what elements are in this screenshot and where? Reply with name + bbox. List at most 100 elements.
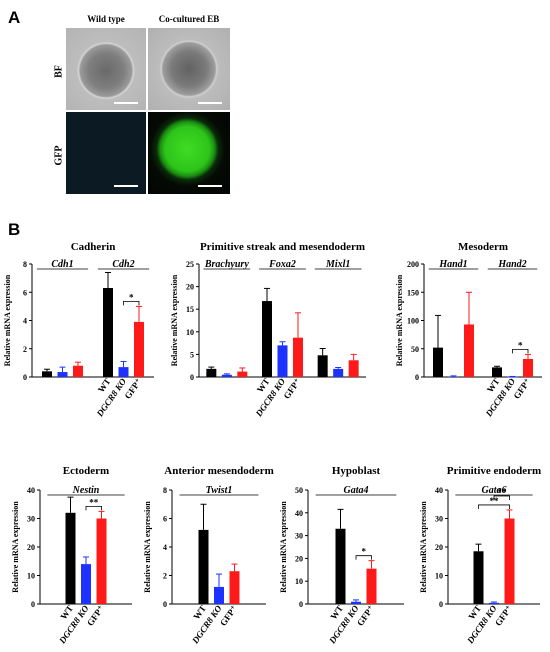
y-axis-label: Relative mRNA expression (143, 501, 152, 593)
significance-label: * (518, 340, 523, 350)
x-tick-label: GFP⁺ (511, 376, 532, 401)
chart-title: Mesoderm (458, 241, 508, 253)
bar (229, 571, 240, 604)
gene-label: Cdh1 (51, 259, 73, 270)
column-title-wild-type: Wild type (87, 14, 125, 24)
significance-bracket (478, 504, 510, 509)
bar (65, 512, 76, 604)
y-tick-label: 20 (435, 543, 443, 552)
chart-title: Anterior mesendoderm (164, 465, 273, 477)
y-tick-label: 200 (407, 260, 419, 269)
significance-bracket (493, 495, 510, 500)
y-tick-label: 0 (415, 373, 419, 382)
y-tick-label: 40 (27, 486, 35, 495)
y-tick-label: 10 (27, 572, 35, 581)
y-tick-label: 4 (23, 317, 27, 326)
bar (335, 528, 346, 604)
gfp-co-cultured-eb-image (148, 112, 230, 194)
bar (333, 368, 344, 377)
significance-label: * (129, 292, 134, 302)
scale-bar (114, 102, 138, 104)
bar (81, 564, 91, 604)
significance-label: ** (490, 496, 500, 506)
y-tick-label: 10 (295, 577, 303, 586)
scale-bar (114, 185, 138, 187)
x-tick-label: GFP⁺ (122, 376, 143, 401)
chart-title: Cadherin (71, 241, 116, 253)
bar (473, 551, 484, 604)
gene-label: Cdh2 (112, 259, 134, 270)
chart-title: Primitive endoderm (447, 465, 541, 477)
significance-label: * (362, 547, 367, 557)
y-axis-label: Relative mRNA expression (419, 501, 428, 593)
bar (489, 602, 499, 604)
bar (348, 360, 359, 377)
y-tick-label: 50 (411, 345, 419, 354)
gene-label: Gata6 (482, 485, 507, 496)
gene-label: Twist1 (206, 485, 233, 496)
scale-bar (198, 102, 222, 104)
bar (351, 601, 361, 604)
column-title-co-cultured-eb: Co-cultured EB (158, 14, 220, 24)
bar (73, 365, 83, 377)
y-tick-label: 50 (295, 486, 303, 495)
gene-label: Hand1 (438, 259, 467, 270)
bar (448, 376, 459, 378)
y-tick-label: 15 (186, 305, 194, 314)
bar (134, 321, 144, 377)
y-tick-label: 10 (435, 572, 443, 581)
y-tick-label: 0 (190, 373, 194, 382)
y-axis-label: Relative mRNA expression (170, 274, 179, 366)
bar (504, 518, 515, 604)
panel-b-letter: B (8, 220, 21, 239)
y-tick-label: 8 (23, 260, 27, 269)
bar (523, 358, 533, 377)
bar (262, 301, 272, 377)
bar (96, 518, 107, 604)
bar (214, 586, 224, 604)
y-tick-label: 5 (190, 350, 194, 359)
bar (507, 376, 518, 378)
bar (57, 372, 68, 377)
y-tick-label: 2 (163, 572, 167, 581)
y-tick-label: 0 (439, 600, 443, 609)
panel-a-letter: A (8, 8, 21, 27)
chart-title: Primitive streak and mesendoderm (200, 241, 365, 253)
scale-bar (198, 185, 222, 187)
gfp-wild-type-image (66, 112, 146, 194)
y-tick-label: 0 (163, 600, 167, 609)
chart-title: Ectoderm (63, 465, 109, 477)
y-tick-label: 0 (299, 600, 303, 609)
y-tick-label: 2 (23, 345, 27, 354)
y-tick-label: 30 (435, 515, 443, 524)
significance-label: ** (497, 487, 507, 497)
y-axis-label: Relative mRNA expression (3, 274, 12, 366)
significance-bracket (355, 555, 372, 560)
y-tick-label: 100 (407, 317, 419, 326)
x-tick-label: GFP⁺ (281, 376, 302, 401)
bar (277, 345, 288, 377)
y-tick-label: 8 (163, 486, 167, 495)
y-tick-label: 4 (163, 543, 167, 552)
bar (118, 367, 129, 377)
significance-bracket (123, 300, 140, 306)
y-tick-label: 20 (295, 554, 303, 563)
bf-co-cultured-eb-image (148, 28, 230, 110)
y-tick-label: 0 (31, 600, 35, 609)
bar (317, 355, 328, 377)
x-tick-label: GFP⁺ (355, 603, 376, 628)
y-tick-label: 30 (295, 532, 303, 541)
bar (492, 367, 502, 377)
y-tick-label: 40 (435, 486, 443, 495)
gene-label: Hand2 (497, 259, 526, 270)
gene-label: Gata4 (344, 485, 369, 496)
bar (293, 337, 303, 377)
bar (366, 568, 377, 604)
bf-wild-type-image (66, 28, 146, 110)
gene-label: Brachyury (204, 259, 249, 270)
x-tick-label: GFP⁺ (85, 603, 106, 628)
y-tick-label: 150 (407, 288, 419, 297)
y-tick-label: 10 (186, 328, 194, 337)
bar (237, 371, 248, 377)
